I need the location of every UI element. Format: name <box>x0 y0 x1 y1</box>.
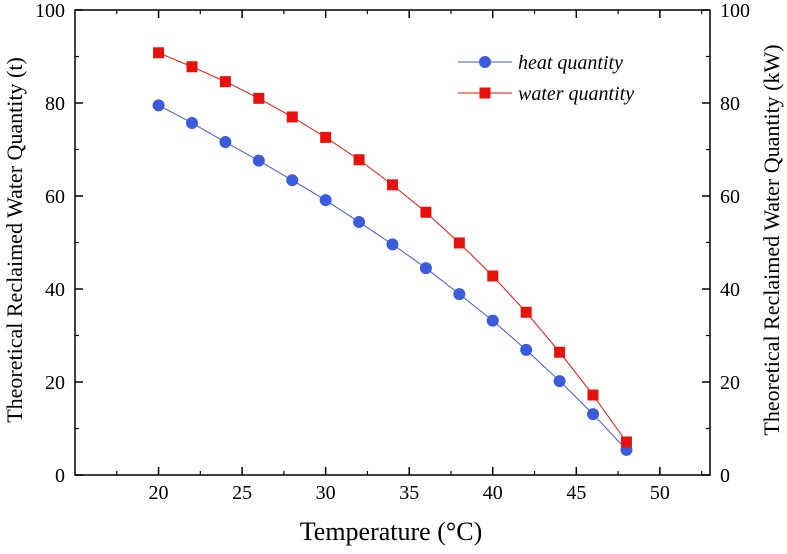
legend-marker <box>479 87 491 99</box>
data-point <box>152 99 165 112</box>
data-point <box>386 238 399 251</box>
legend-item: water quantity <box>458 83 634 105</box>
data-point <box>453 288 466 301</box>
data-point <box>554 346 566 358</box>
data-point <box>286 111 298 123</box>
x-tick-label: 40 <box>483 482 503 504</box>
legend-label: heat quantity <box>518 52 623 74</box>
y-tick-label-left: 20 <box>45 372 65 394</box>
legend: heat quantity water quantity <box>458 52 634 105</box>
y-tick-label-left: 80 <box>45 93 65 115</box>
y-axis-title-right: Theoretical Reclaimed Water Quantity (kW… <box>759 44 784 435</box>
data-point <box>353 216 366 229</box>
x-tick-label: 25 <box>232 482 252 504</box>
legend-marker <box>479 56 491 68</box>
series-line <box>158 104 627 451</box>
y-tick-label-left: 40 <box>45 279 65 301</box>
y-tick-label-right: 40 <box>720 279 740 301</box>
x-axis-title: Temperature (°C) <box>300 517 483 546</box>
data-point <box>620 436 632 448</box>
data-point <box>587 408 600 421</box>
data-point <box>453 237 465 249</box>
series-heat-quantity <box>152 99 633 456</box>
data-point <box>185 116 198 129</box>
data-point <box>153 47 165 59</box>
data-point <box>419 262 432 275</box>
data-point <box>520 343 533 356</box>
x-tick-label: 45 <box>566 482 586 504</box>
x-tick-label: 30 <box>316 482 336 504</box>
data-point <box>420 206 432 218</box>
y-tick-label-left: 0 <box>55 465 65 487</box>
data-point <box>252 154 265 167</box>
data-point <box>219 136 232 149</box>
x-tick-label: 20 <box>149 482 169 504</box>
x-tick-label: 35 <box>399 482 419 504</box>
legend-item: heat quantity <box>458 52 623 74</box>
legend-label: water quantity <box>518 83 634 105</box>
data-point <box>520 306 532 318</box>
data-point <box>487 270 499 282</box>
data-point <box>387 179 398 191</box>
y-tick-label-right: 0 <box>720 465 730 487</box>
y-tick-label-right: 20 <box>720 372 740 394</box>
data-point <box>319 194 332 207</box>
x-tick-label: 50 <box>650 482 670 504</box>
data-point <box>320 131 332 143</box>
data-point <box>553 375 566 388</box>
data-point <box>587 389 599 401</box>
y-axis-title-left: Theoretical Reclaimed Water Quantity (t) <box>2 57 27 423</box>
y-tick-label-right: 60 <box>720 186 740 208</box>
data-point <box>253 92 265 104</box>
y-tick-label-left: 100 <box>35 0 65 22</box>
series-layer <box>152 47 633 456</box>
data-point <box>286 174 299 187</box>
y-tick-label-left: 60 <box>45 186 65 208</box>
y-tick-label-right: 80 <box>720 93 740 115</box>
axes: 20 25 30 35 40 45 50 0 0 20 20 40 40 60 60 80 80 100 100 <box>35 0 750 504</box>
data-point <box>186 61 198 73</box>
series-water-quantity <box>153 47 632 448</box>
data-point <box>486 314 499 327</box>
data-point <box>219 76 231 88</box>
y-tick-label-right: 100 <box>720 0 750 22</box>
data-point <box>353 154 365 166</box>
